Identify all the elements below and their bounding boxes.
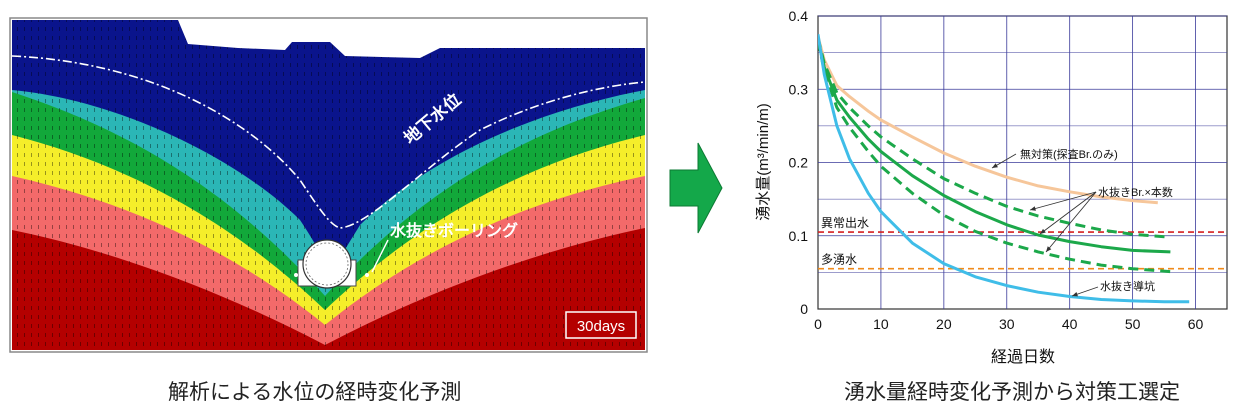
annotation-arrowhead [1040,228,1046,234]
x-tick-label: 20 [936,316,952,332]
drain-boring-label: 水抜きボーリング [390,221,518,240]
y-tick-label: 0.2 [789,155,809,171]
annotation-arrowhead [1030,206,1036,211]
series-line [818,34,1190,304]
series-line [818,37,1171,239]
series-line [818,36,1158,205]
x-tick-label: 40 [1062,316,1078,332]
water-table-line [12,55,645,229]
x-tick-label: 60 [1188,316,1204,332]
y-tick-label: 0.1 [789,228,809,244]
seepage-analysis-panel: 地下水位 水抜きボーリング 30days [9,17,648,353]
annotation-arrowhead [992,163,998,168]
annotation-arrowhead [1046,246,1052,252]
transition-arrow [669,142,723,234]
series-annotation: 無対策(探査Br.のみ) [1020,147,1118,161]
flow-vectors [12,20,645,350]
annotation-leader [1029,191,1097,211]
reference-line-label: 多湧水 [821,253,857,267]
series-annotation: 水抜きBr.×本数 [1098,185,1173,199]
annotation-arrowhead [1072,291,1078,297]
x-tick-label: 30 [999,316,1015,332]
reference-line-label: 異常出水 [821,216,869,230]
x-tick-label: 0 [814,316,822,332]
y-tick-label: 0 [800,301,808,317]
y-tick-label: 0.3 [789,81,809,97]
time-badge-text: 30days [577,318,625,335]
y-axis-label: 湧水量(m³/min/m) [755,103,772,220]
annotation-leader [1045,191,1097,253]
series-annotation: 水抜き導坑 [1100,279,1155,293]
y-tick-label: 0.4 [789,8,809,24]
ground-surface-sky [12,20,645,58]
tunnel-cross-section [294,239,369,289]
drain-boring-leader [371,239,389,273]
drain-boring-hole-right [365,273,369,277]
chart-grid [818,15,1227,309]
annotation-leader [1039,191,1097,235]
right-caption: 湧水量経時変化予測から対策工選定 [844,380,1180,404]
time-badge [565,311,637,339]
series-line [818,39,1171,254]
reference-lines [818,231,1227,270]
x-tick-label: 50 [1125,316,1141,332]
series-lines [818,34,1190,304]
left-caption: 解析による水位の経時変化予測 [168,380,462,404]
drain-boring-hole-left [294,273,298,277]
tick-labels: 0 10 20 30 40 50 60 0 0.1 0.2 0.3 0.4 [789,8,1204,332]
x-axis-label: 経過日数 [991,348,1055,366]
x-tick-label: 10 [873,316,889,332]
